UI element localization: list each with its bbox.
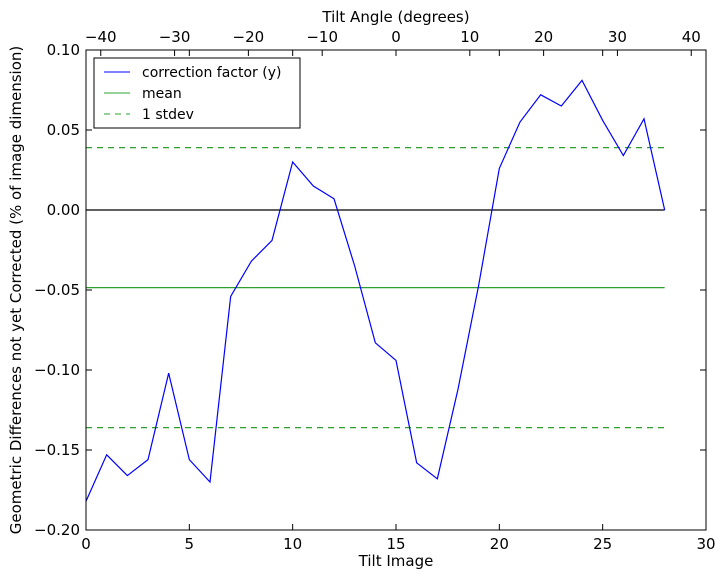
y-tick-label: 0.00 [47,201,80,219]
top-tick-label: 10 [460,28,479,46]
ticks-layer: 0 5 10 15 20 25 30 −40 −30 −20 −10 0 10 20 30 40 −0.20 −0… [34,28,716,553]
series-line-correction-factor [85,79,666,502]
y-tick-label: −0.15 [34,441,80,459]
y-tick-label: −0.20 [34,521,80,539]
x-tick-label: 0 [81,535,91,553]
top-tick-label: −40 [85,28,117,46]
top-tick-label: 40 [682,28,701,46]
x-axis-title: Tilt Image [358,552,434,570]
legend-label-stdev: 1 stdev [142,107,194,123]
x-tick-label: 10 [283,535,302,553]
x-tick-label: 25 [593,535,612,553]
legend-label-mean: mean [142,86,182,102]
legend: correction factor (y) mean 1 stdev [93,57,301,129]
top-tick-label: 0 [391,28,401,46]
top-axis-title: Tilt Angle (degrees) [321,8,469,26]
y-axis-title: Geometric Differences not yet Corrected … [7,46,25,535]
x-tick-label: 15 [386,535,405,553]
top-tick-label: −10 [306,28,338,46]
y-tick-label: −0.05 [34,281,80,299]
x-tick-label: 20 [490,535,509,553]
x-tick-label: 30 [696,535,715,553]
y-tick-label: 0.05 [47,121,80,139]
series-layer [85,79,666,502]
y-tick-label: 0.10 [47,41,80,59]
y-tick-label: −0.10 [34,361,80,379]
top-tick-label: 30 [608,28,627,46]
plot-background [86,50,706,530]
x-tick-label: 5 [185,535,195,553]
top-tick-label: −20 [233,28,265,46]
legend-label-correction: correction factor (y) [142,65,281,81]
top-tick-label: 20 [534,28,553,46]
top-tick-label: −30 [159,28,191,46]
